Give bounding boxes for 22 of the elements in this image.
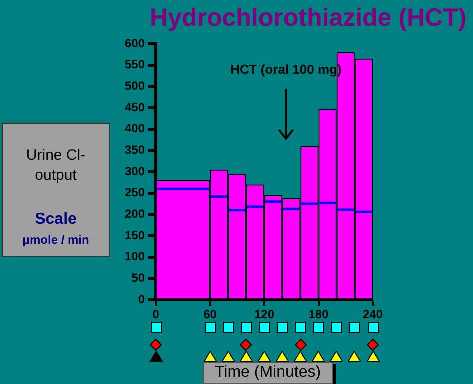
x-tick-label: 240 xyxy=(362,308,384,322)
x-tick-label: 0 xyxy=(152,308,160,322)
x-tick-label: 60 xyxy=(204,308,218,322)
y-axis-title: Urine Cl- output xyxy=(25,146,87,186)
y-tick-label: 250 xyxy=(124,186,146,200)
y-tick-label: 600 xyxy=(124,36,146,50)
chart-title: Hydrochlorothiazide (HCT) xyxy=(150,4,467,33)
y-tick-label: 50 xyxy=(132,270,146,285)
y-tick-label: 200 xyxy=(124,206,146,221)
y-tick-label: 100 xyxy=(124,250,146,264)
y-tick-label: 550 xyxy=(124,58,146,72)
x-tick-label: 180 xyxy=(308,308,330,322)
y-tick-label: 500 xyxy=(124,78,146,93)
x-tick-label: 120 xyxy=(254,308,275,322)
y-tick-label: 350 xyxy=(124,142,146,157)
y-tick-label: 150 xyxy=(124,228,146,242)
y-tick-label: 450 xyxy=(124,100,146,114)
y-tick-label: 300 xyxy=(124,164,146,178)
x-axis-title: Time (Minutes) xyxy=(203,362,333,384)
y-tick-label: 400 xyxy=(124,122,146,136)
text: Scale μmole / min xyxy=(22,211,90,249)
y-tick-label: 0 xyxy=(138,292,146,306)
